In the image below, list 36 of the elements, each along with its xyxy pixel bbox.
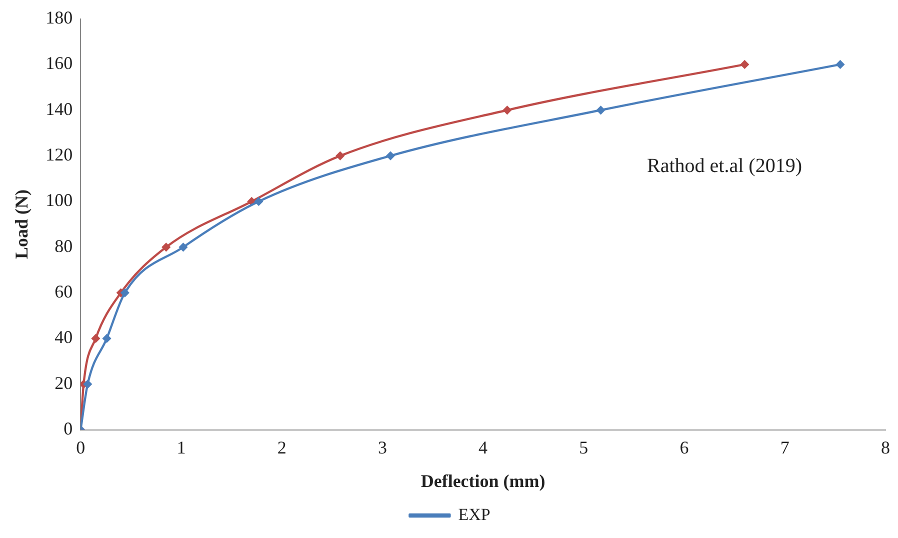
x-tick-label: 8 [881,437,890,458]
y-tick-label: 160 [46,53,73,74]
x-tick-label: 6 [680,437,689,458]
point [179,243,188,252]
point [162,243,170,252]
legend-label: EXP [458,504,490,524]
point [84,380,92,388]
y-tick-label: 120 [46,144,73,165]
y-axis-title: Load (N) [11,190,32,260]
point [503,106,512,114]
x-tick-label: 3 [378,437,387,458]
x-axis-title: Deflection (mm) [420,470,546,491]
point [254,197,263,206]
point [336,152,344,160]
point [836,60,844,69]
point [120,288,129,297]
x-tick-label: 5 [579,437,588,458]
y-tick-label: 40 [54,327,73,348]
x-tick-label: 1 [176,437,186,458]
x-tick-label: 7 [780,437,790,458]
y-tick-label: 20 [54,372,73,393]
y-tick-label: 140 [46,98,73,119]
x-tick-label: 4 [478,437,488,458]
x-tick-label: 2 [277,437,286,458]
x-tick-label: 0 [76,437,86,458]
point [92,334,100,343]
y-tick-label: 60 [54,282,73,302]
y-tick-label: 180 [46,8,73,28]
point [740,60,749,69]
annotation: Rathod et.al (2019) [647,155,802,178]
point [596,106,605,114]
y-tick-label: 0 [64,418,73,439]
y-tick-label: 80 [54,236,73,256]
point [102,334,111,343]
y-tick-label: 100 [46,190,73,210]
point [386,152,395,160]
